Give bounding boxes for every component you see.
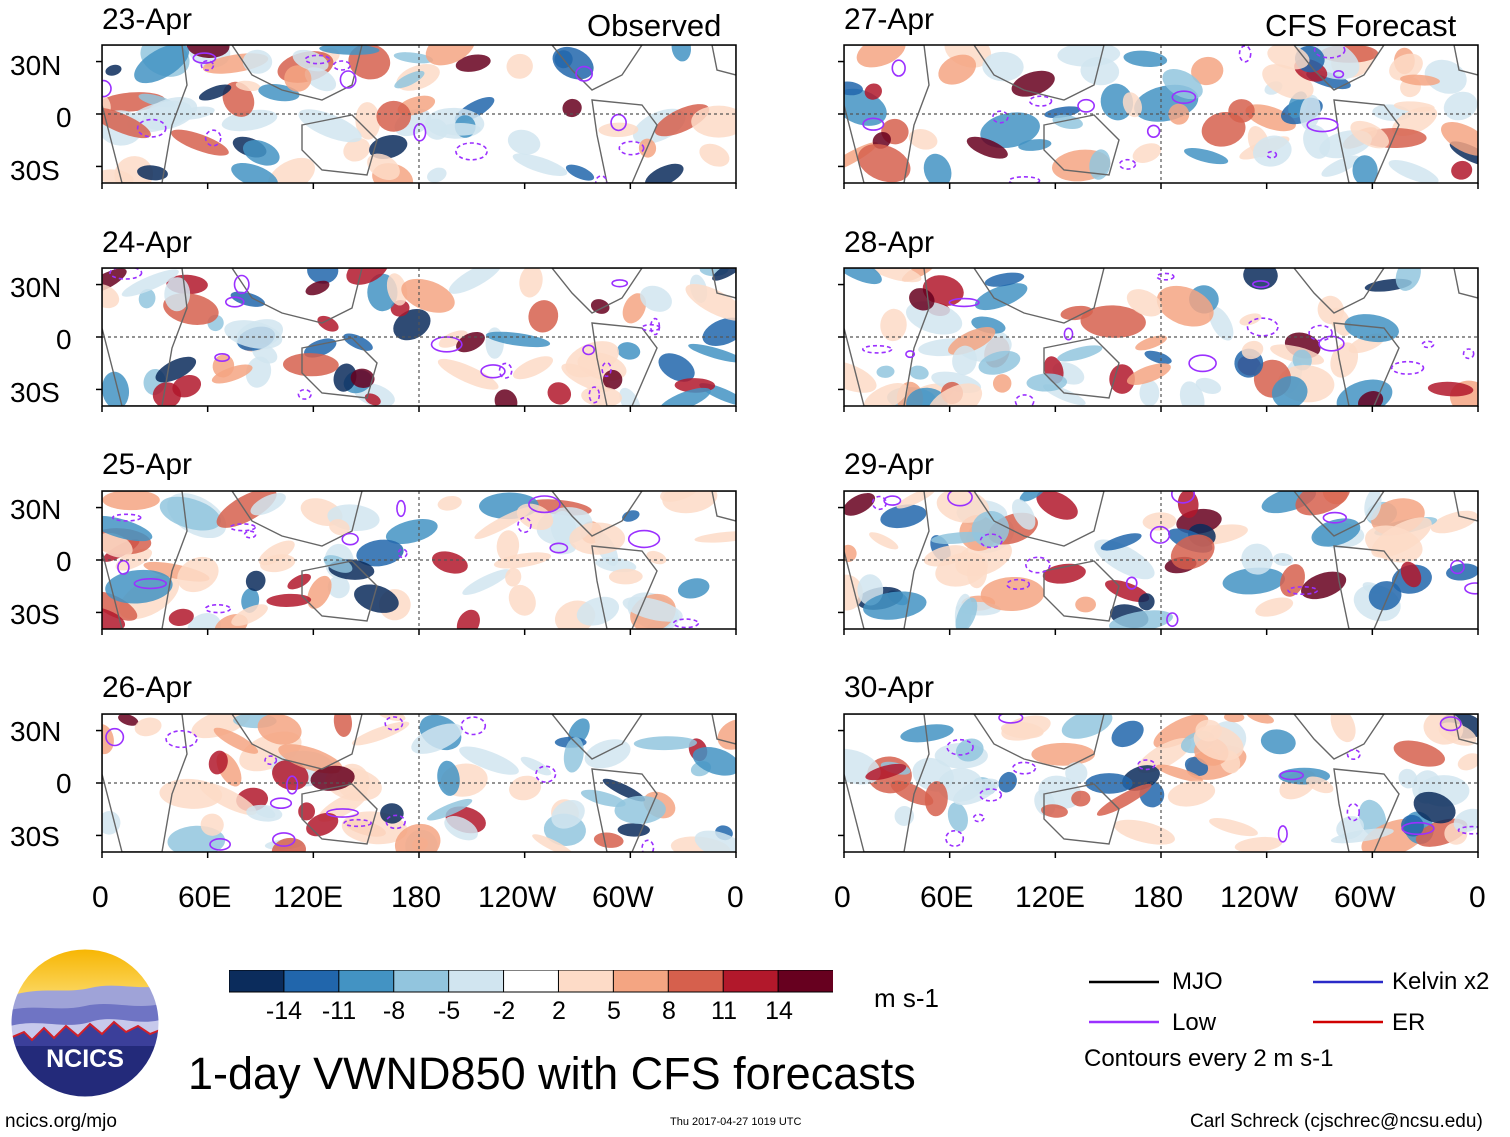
map-panel	[844, 714, 1478, 852]
colorbar-swatch	[503, 970, 560, 993]
colorbar-swatch	[229, 970, 285, 993]
panel-date-label: 24-Apr	[102, 226, 193, 259]
ncics-logo: NCICS	[10, 948, 160, 1098]
colorbar-swatch	[338, 970, 395, 993]
lat-label: 30N	[10, 494, 62, 525]
lon-label: 0	[727, 881, 744, 914]
map-panel	[844, 45, 1478, 183]
map-panel	[844, 268, 1478, 406]
legend-lines	[1089, 980, 1383, 1024]
observed-header: Observed	[587, 8, 722, 43]
footer-url: ncics.org/mjo	[5, 1111, 117, 1132]
forecast-header: CFS Forecast	[1265, 8, 1457, 43]
legend-label-mjo: MJO	[1172, 968, 1223, 995]
legend-label-er: ER	[1392, 1009, 1426, 1036]
lat-label: 30S	[10, 599, 60, 630]
lon-label: 120W	[478, 881, 557, 914]
colorbar-swatch	[557, 970, 615, 993]
lon-label: 120E	[273, 881, 344, 914]
colorbar-swatch	[722, 970, 780, 993]
footer-timestamp: Thu 2017-04-27 1019 UTC	[670, 1116, 802, 1128]
lon-label: 60E	[178, 881, 232, 914]
colorbar-tick-label: -8	[382, 997, 406, 1025]
lat-label: 0	[56, 768, 72, 799]
colorbar-swatch	[777, 970, 833, 993]
legend-label-low: Low	[1172, 1009, 1217, 1036]
lat-label: 0	[56, 324, 72, 355]
colorbar-tick-label: 8	[662, 997, 676, 1025]
map-panel	[102, 268, 736, 406]
panel-date-label: 28-Apr	[844, 226, 935, 259]
map-panel	[844, 491, 1478, 629]
colorbar-tick-label: 11	[711, 997, 737, 1025]
panel-date-label: 27-Apr	[844, 3, 935, 36]
lat-label: 30N	[10, 50, 62, 81]
colorbar	[229, 970, 833, 993]
lat-label: 30N	[10, 272, 62, 303]
colorbar-tick-label: 14	[765, 997, 793, 1025]
colorbar-tick-label: -14	[265, 997, 303, 1025]
map-panel	[102, 714, 736, 852]
colorbar-tick-label: 5	[607, 997, 621, 1025]
lon-label: 60W	[1334, 881, 1396, 914]
colorbar-units: m s-1	[874, 983, 939, 1013]
lon-label: 0	[834, 881, 851, 914]
legend-label-kelvin: Kelvin x2	[1392, 968, 1490, 995]
lon-label: 0	[1469, 881, 1486, 914]
panel-date-label: 30-Apr	[844, 671, 935, 704]
colorbar-tick-label: 2	[552, 997, 566, 1025]
colorbar-swatch	[283, 970, 340, 993]
lon-label: 120E	[1015, 881, 1086, 914]
colorbar-swatch	[448, 970, 505, 993]
lat-label: 30N	[10, 716, 62, 747]
panel-date-label: 25-Apr	[102, 448, 193, 481]
lat-label: 30S	[10, 821, 60, 852]
logo-text: NCICS	[46, 1045, 124, 1073]
lon-label: 180	[391, 881, 442, 914]
lon-label: 60E	[920, 881, 974, 914]
colorbar-tick-label: -2	[492, 997, 516, 1025]
colorbar-swatch	[612, 970, 670, 993]
lat-label: 0	[56, 102, 72, 133]
figure-title: 1-day VWND850 with CFS forecasts	[188, 1048, 916, 1099]
map-panels	[96, 44, 1479, 858]
colorbar-tick-label: -11	[321, 997, 357, 1025]
colorbar-swatch	[667, 970, 725, 993]
lat-label: 30S	[10, 377, 60, 408]
lon-label: 120W	[1220, 881, 1299, 914]
panel-date-label: 23-Apr	[102, 3, 193, 36]
lat-label: 0	[56, 546, 72, 577]
colorbar-swatch	[393, 970, 450, 993]
map-panel	[102, 491, 736, 629]
lon-label: 60W	[592, 881, 654, 914]
legend-contours-note: Contours every 2 m s-1	[1084, 1045, 1334, 1072]
map-panel	[102, 45, 736, 183]
lon-label: 180	[1133, 881, 1184, 914]
footer-credit: Carl Schreck (cjschrec@ncsu.edu)	[1190, 1111, 1483, 1132]
lat-label: 30S	[10, 155, 60, 186]
colorbar-tick-label: -5	[437, 997, 461, 1025]
panel-date-label: 26-Apr	[102, 671, 193, 704]
lon-label: 0	[92, 881, 109, 914]
panel-date-label: 29-Apr	[844, 448, 935, 481]
